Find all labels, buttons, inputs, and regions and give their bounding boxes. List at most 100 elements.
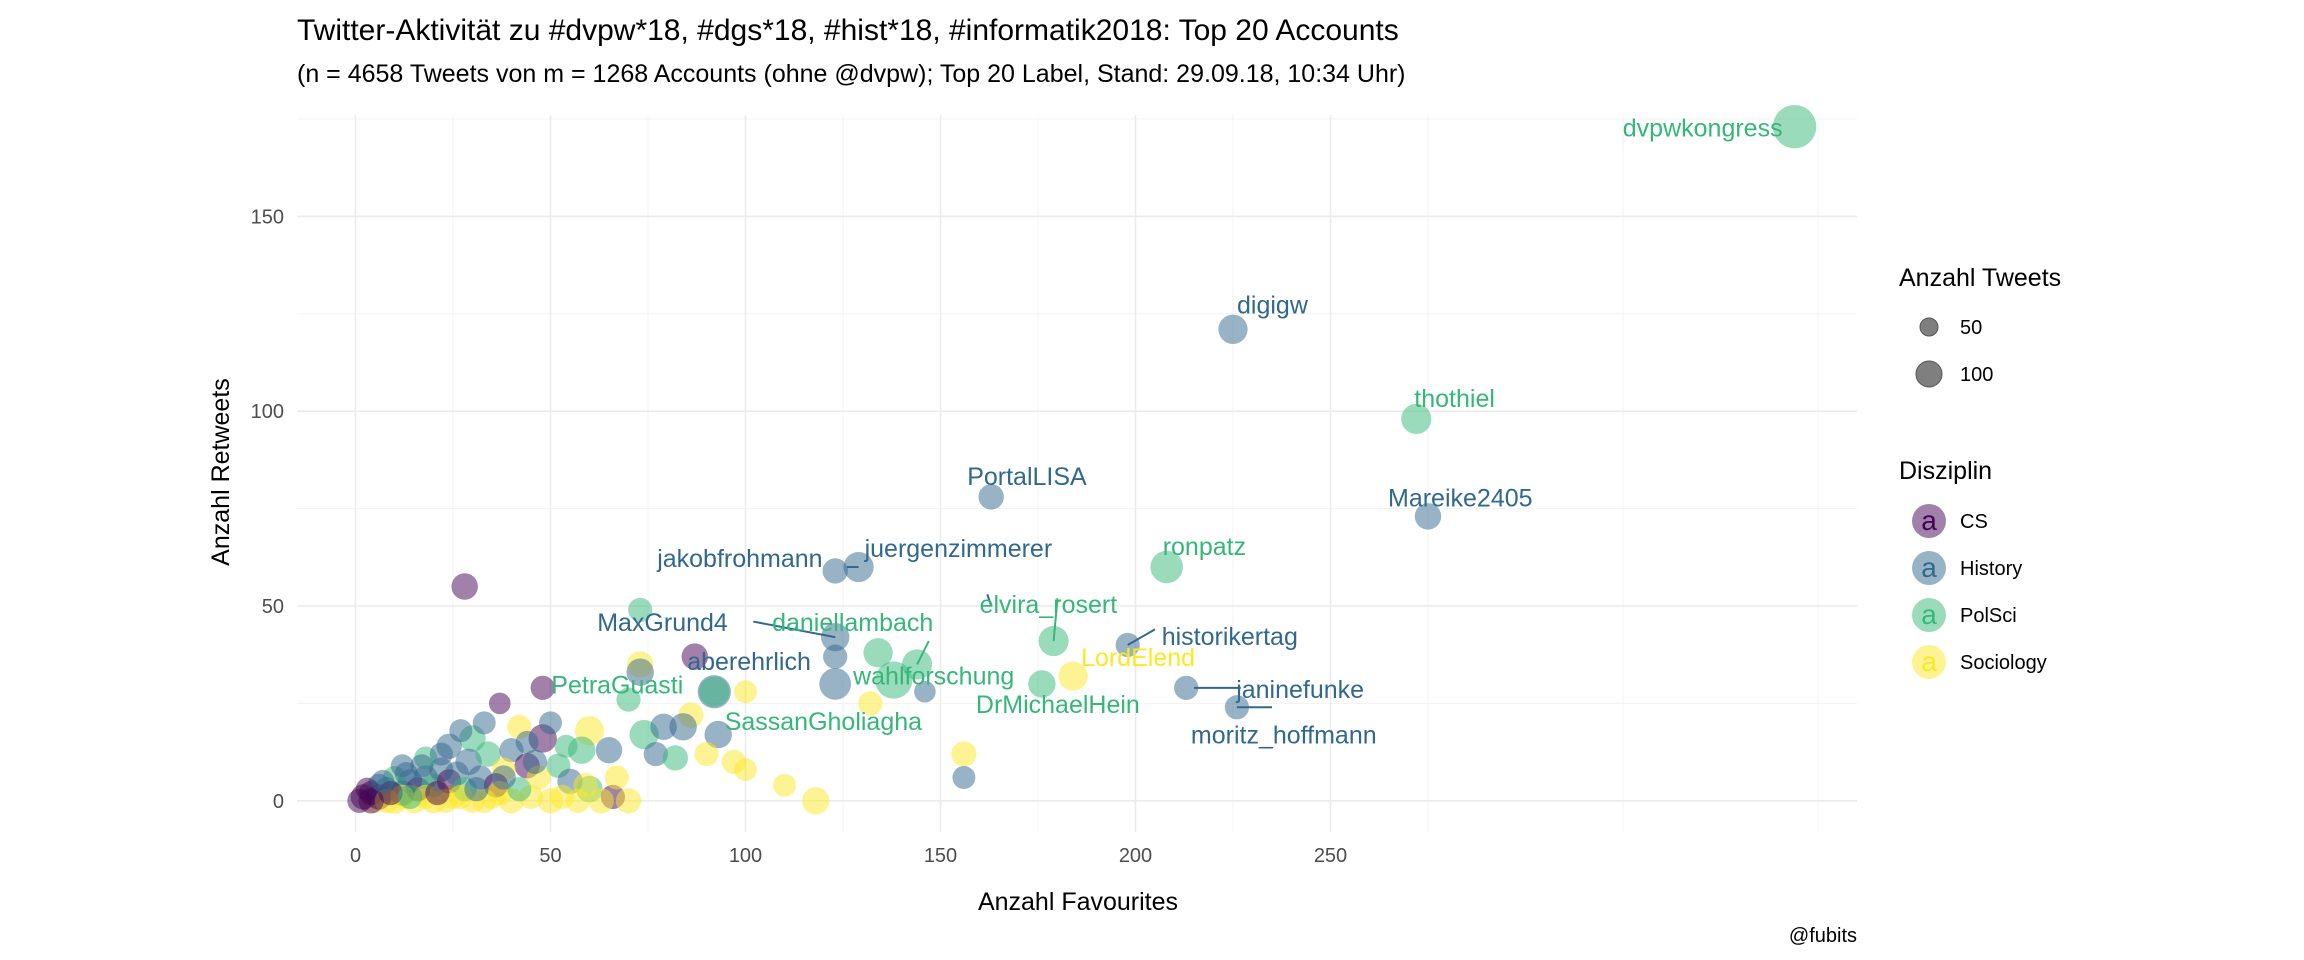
data-point <box>588 788 614 814</box>
data-point <box>429 742 453 766</box>
data-point-labeled <box>1218 314 1248 344</box>
data-point <box>626 658 654 686</box>
y-tick-label: 50 <box>262 596 284 618</box>
data-point <box>550 784 575 810</box>
data-point <box>410 754 434 778</box>
data-point <box>694 741 719 767</box>
data-point-labeled <box>843 551 874 583</box>
point-label: thothiel <box>1414 385 1495 413</box>
color-legend-title: Disziplin <box>1899 457 1992 485</box>
point-label: digigw <box>1237 291 1309 319</box>
size-legend: 50 100 <box>1915 317 1993 388</box>
data-point <box>522 749 548 774</box>
chart-title: Twitter-Aktivität zu #dvpw*18, #dgs*18, … <box>297 14 1399 47</box>
point-label: elvira_rosert <box>980 591 1118 619</box>
color-legend-glyph: a <box>1921 646 1937 677</box>
point-label: daniellambach <box>772 609 933 637</box>
point-label: jakobfrohmann <box>656 545 822 573</box>
data-point <box>451 573 478 600</box>
point-label: janinefunke <box>1235 676 1364 704</box>
color-legend-label: CS <box>1960 511 1988 533</box>
data-point <box>801 787 830 815</box>
data-point <box>681 643 709 670</box>
data-point <box>615 788 642 814</box>
point-label: DrMichaelHein <box>976 691 1140 719</box>
data-point <box>952 765 976 789</box>
data-point <box>951 741 977 767</box>
point-label: moritz_hoffmann <box>1191 721 1377 749</box>
data-point-labeled <box>1174 675 1199 700</box>
data-point <box>475 741 501 767</box>
color-legend-label: PolSci <box>1960 605 2017 627</box>
color-legend-key <box>1912 551 1946 585</box>
data-point <box>371 769 395 793</box>
data-points <box>347 104 1817 815</box>
data-point <box>530 675 555 700</box>
data-point <box>595 736 623 764</box>
chart-subtitle: (n = 4658 Tweets von m = 1268 Accounts (… <box>297 60 1406 88</box>
data-point-labeled <box>699 676 730 707</box>
data-point-labeled <box>1058 661 1088 691</box>
data-point <box>358 788 384 814</box>
tick-labels: 0 50 100 150 200 250 0 50 100 150 <box>251 206 1348 867</box>
data-point-labeled <box>1414 503 1442 530</box>
color-legend-key <box>1912 504 1946 538</box>
point-label: PortalLISA <box>967 463 1087 491</box>
data-point <box>573 773 598 798</box>
data-point <box>491 765 516 790</box>
point-label: wahlforschung <box>852 662 1014 690</box>
color-legend-glyph: a <box>1921 552 1937 583</box>
data-point <box>823 644 848 669</box>
x-tick-label: 100 <box>729 845 762 867</box>
data-point-labeled <box>1772 104 1817 149</box>
data-point-labeled <box>863 638 893 668</box>
data-point-labeled <box>1028 670 1056 698</box>
label-connector <box>986 593 993 607</box>
caption: @fubits <box>1789 925 1857 947</box>
data-point <box>650 713 677 741</box>
data-point-labeled <box>821 622 850 652</box>
y-tick-label: 0 <box>273 791 284 813</box>
color-legend-glyph: a <box>1921 505 1937 536</box>
x-tick-label: 250 <box>1314 845 1347 867</box>
legend: Anzahl Tweets 50 100 Disziplin a CS a Histor… <box>1899 264 2061 679</box>
data-point <box>554 734 578 758</box>
point-label: juergenzimmerer <box>864 535 1053 563</box>
point-label: ronpatz <box>1163 533 1246 561</box>
data-point <box>643 741 668 767</box>
data-point <box>662 745 688 771</box>
data-point <box>539 711 562 735</box>
y-tick-label: 150 <box>251 206 284 228</box>
size-legend-title: Anzahl Tweets <box>1899 264 2061 292</box>
x-tick-label: 150 <box>924 845 957 867</box>
data-point <box>734 680 757 704</box>
data-point <box>773 773 796 797</box>
data-point <box>734 758 757 782</box>
point-label: SassanGholiagha <box>725 708 922 736</box>
color-legend: a CS a History a PolSci a Sociology <box>1912 504 2047 679</box>
data-point <box>449 719 473 743</box>
point-label: PetraGuasti <box>551 672 683 700</box>
data-point <box>858 691 883 716</box>
point-labels: dvpwkongress digigw thothiel PortalLISA Mare… <box>551 115 1782 750</box>
color-legend-label: Sociology <box>1960 652 2047 674</box>
color-legend-glyph: a <box>1921 599 1937 630</box>
data-point-labeled <box>1401 403 1432 435</box>
data-point-labeled <box>1038 625 1069 657</box>
data-point <box>397 784 423 810</box>
data-point-labeled <box>978 484 1004 510</box>
point-label: Mareike2405 <box>1388 484 1533 512</box>
x-axis-label: Anzahl Favourites <box>978 888 1178 916</box>
data-point <box>515 730 539 754</box>
data-point-labeled <box>875 661 913 699</box>
color-legend-key <box>1912 645 1946 679</box>
size-legend-label: 100 <box>1960 364 1993 386</box>
data-point-labeled <box>822 558 848 584</box>
data-point <box>464 777 489 802</box>
size-legend-label: 50 <box>1960 317 1982 339</box>
data-point <box>669 713 697 741</box>
color-legend-key <box>1912 598 1946 632</box>
data-point <box>488 692 511 715</box>
data-point <box>604 765 629 790</box>
